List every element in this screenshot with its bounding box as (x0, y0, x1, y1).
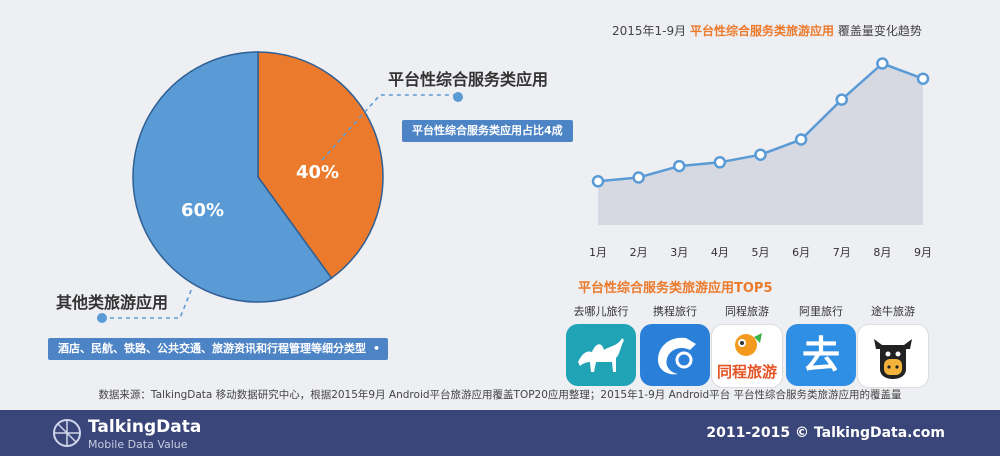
line-chart (591, 57, 930, 225)
app-ctrip-name: 携程旅行 (653, 305, 697, 318)
apps-title: 平台性综合服务类旅游应用TOP5 (578, 281, 773, 296)
right-leader-line (321, 94, 458, 161)
app-tuniu[interactable]: 途牛旅游 (857, 304, 929, 388)
app-ctrip[interactable]: 携程旅行 (639, 304, 711, 386)
line-title-prefix: 2015年1-9月 (612, 24, 687, 38)
x-tick-label: 5月 (751, 246, 770, 259)
line-point-8 (876, 57, 889, 70)
footer-tagline: Mobile Data Value (88, 438, 188, 451)
right-leader-dot (453, 92, 463, 102)
line-point-1 (591, 175, 605, 188)
line-chart-title: 2015年1-9月 平台性综合服务类旅游应用 覆盖量变化趋势 (612, 22, 922, 39)
dolphin-icon (640, 324, 710, 386)
line-point-6 (794, 133, 808, 146)
app-qunar[interactable]: 去哪儿旅行 (565, 304, 637, 386)
cow-icon (857, 324, 929, 388)
line-point-4 (713, 156, 727, 169)
app-qunar-name: 去哪儿旅行 (573, 305, 629, 318)
alitrip-logo-icon: 去 (786, 324, 856, 386)
footer-brand: TalkingData (88, 417, 202, 437)
data-source-note: 数据来源：TalkingData 移动数据研究中心，根据2015年9月 Andr… (98, 389, 902, 401)
footer-bar: TalkingData Mobile Data Value 2011-2015 … (0, 410, 1000, 456)
line-title-highlight: 平台性综合服务类旅游应用 (689, 24, 834, 38)
pie-label-other: 60% (181, 200, 225, 221)
talkingdata-logo-icon (53, 419, 81, 447)
x-tick-label: 8月 (873, 246, 892, 259)
app-ly-name: 同程旅游 (725, 305, 769, 318)
line-point-7 (835, 93, 848, 106)
x-tick-label: 1月 (589, 246, 607, 259)
pie-slice-0 (257, 51, 384, 280)
x-tick-label: 4月 (710, 246, 729, 259)
app-tuniu-name: 途牛旅游 (871, 305, 915, 318)
ly-logo-text: 同程旅游 (716, 363, 777, 381)
app-alitrip[interactable]: 阿里旅行 去 (785, 304, 857, 386)
camel-icon (566, 324, 636, 386)
x-tick-label: 9月 (914, 246, 932, 259)
line-point-3 (673, 159, 686, 173)
left-leader-dot (97, 313, 107, 323)
app-alitrip-name: 阿里旅行 (799, 305, 843, 318)
pie-chart (97, 51, 463, 323)
pie-slice-1 (132, 51, 333, 303)
line-point-9 (916, 72, 930, 85)
line-area-fill (598, 63, 923, 225)
x-tick-label: 6月 (792, 246, 811, 259)
callout-other-tag: 酒店、民航、铁路、公共交通、旅游资讯和行程管理等细分类型 • (48, 338, 388, 360)
pie-label-platform: 40% (296, 162, 340, 183)
x-tick-label: 7月 (832, 246, 851, 259)
app-ly[interactable]: 同程旅游 同程旅游 (711, 304, 783, 388)
x-tick-label: 3月 (670, 246, 689, 259)
footer-copyright: 2011-2015 © TalkingData.com (706, 425, 945, 441)
line-point-2 (632, 171, 645, 184)
x-tick-label: 2月 (629, 246, 648, 259)
callout-other-title: 其他类旅游应用 (56, 293, 169, 312)
callout-platform-tag: 平台性综合服务类应用占比4成 (402, 120, 573, 142)
left-leader-line (102, 287, 193, 319)
ly-logo-icon: 同程旅游 (711, 324, 783, 388)
callout-other-tag-text: 酒店、民航、铁路、公共交通、旅游资讯和行程管理等细分类型 (58, 342, 366, 355)
line-title-suffix: 覆盖量变化趋势 (837, 24, 922, 38)
bullet-dot-icon: • (372, 342, 380, 355)
callout-platform-title: 平台性综合服务类应用 (388, 70, 549, 89)
line-point-5 (754, 148, 767, 161)
